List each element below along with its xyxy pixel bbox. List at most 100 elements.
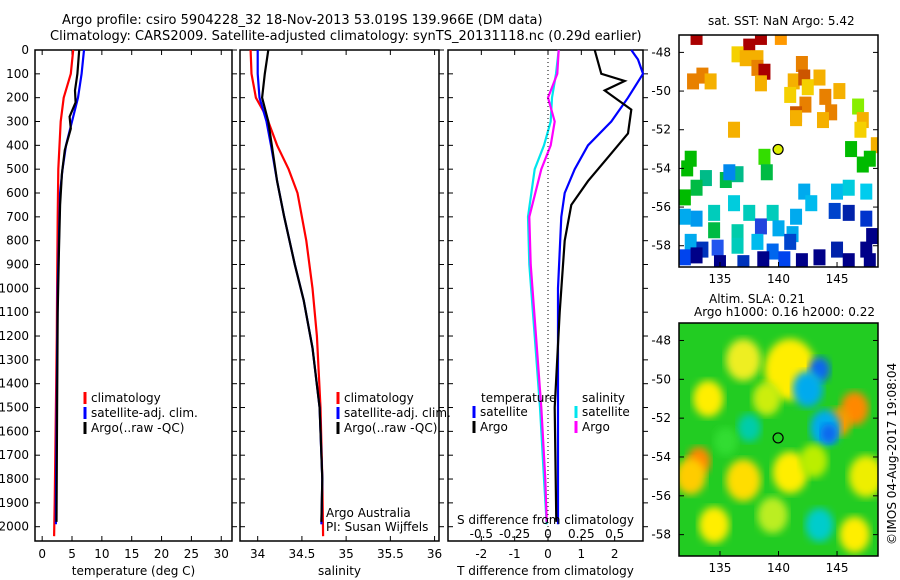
y-tick-label: -56	[651, 489, 671, 503]
sst-map	[678, 34, 879, 268]
sst-cell	[795, 56, 808, 72]
s-diff-tick-label: 0.25	[568, 527, 595, 541]
y-tick-label: 100	[6, 67, 29, 81]
y-tick-label: -52	[651, 411, 671, 425]
y-tick-label: -56	[651, 200, 671, 214]
sla-anomaly-blob	[820, 423, 838, 444]
sst-map-title: sat. SST: NaN Argo: 5.42	[708, 14, 855, 28]
sla-anomaly-blob	[792, 370, 823, 408]
y-tick-label: 200	[6, 91, 29, 105]
series-line-t-satellite	[556, 49, 645, 525]
x-tick-label: 34.5	[289, 547, 316, 561]
x-tick-label: 36	[427, 547, 442, 561]
sla-anomaly-blob	[693, 380, 724, 417]
sla-anomaly-blob	[752, 381, 781, 416]
x-tick-label: 30	[214, 547, 229, 561]
sst-cell	[679, 208, 691, 225]
sst-cell	[833, 83, 846, 100]
y-tick-label: 800	[6, 234, 29, 248]
y-tick-label: -52	[651, 123, 671, 137]
sst-cell	[801, 79, 814, 96]
sst-cell	[819, 88, 832, 105]
x-axis-label: T difference from climatology	[456, 564, 634, 578]
sst-cell	[699, 170, 712, 187]
sla-map-title-1: Altim. SLA: 0.21	[709, 292, 806, 306]
y-tick-label: -48	[651, 45, 671, 59]
x-tick-label: 2	[611, 547, 619, 561]
sst-cell	[790, 208, 803, 225]
legend-label: Argo(..raw -QC)	[344, 421, 437, 435]
sst-cell	[723, 164, 736, 181]
sst-cell	[684, 233, 697, 250]
sla-anomaly-blob	[848, 455, 878, 498]
y-tick-label: 500	[6, 162, 29, 176]
sst-cell	[766, 204, 779, 221]
legend-label: Argo(..raw -QC)	[91, 421, 184, 435]
x-tick-label: 0	[544, 547, 552, 561]
sst-cell	[754, 35, 767, 45]
argo-position-marker	[772, 143, 784, 156]
y-tick-label: 2000	[0, 520, 29, 534]
sst-cell	[739, 50, 752, 67]
sla-anomaly-blob	[772, 451, 808, 494]
sst-cell	[751, 233, 764, 250]
sst-cell	[687, 73, 700, 90]
x-axis-label: salinity	[318, 564, 361, 578]
sst-cell	[737, 255, 750, 267]
y-tick-label: -58	[651, 239, 671, 253]
x-tick-label: 10	[94, 547, 109, 561]
legend-label: satellite	[582, 405, 630, 419]
sst-map-field	[679, 35, 878, 267]
x-tick-label: 140	[767, 272, 790, 286]
y-tick-label: -58	[651, 528, 671, 542]
x-tick-label: 145	[826, 561, 849, 575]
title-line-2: Climatology: CARS2009. Satellite-adjuste…	[50, 29, 642, 44]
y-tick-label: 1000	[0, 281, 29, 295]
sst-cell	[774, 35, 787, 45]
sst-cell	[784, 86, 797, 103]
sst-cell	[743, 204, 756, 221]
legend-label: Argo	[582, 420, 610, 434]
sst-cell	[805, 195, 818, 212]
argo-position-marker	[772, 432, 784, 444]
legend-label: climatology	[344, 391, 414, 405]
sst-cell	[813, 69, 826, 86]
x-tick-label: 35	[338, 547, 353, 561]
sst-cell	[708, 222, 721, 239]
y-tick-label: -54	[651, 450, 671, 464]
sst-cell	[728, 121, 741, 138]
x-tick-label: 25	[184, 547, 199, 561]
series-line-argo-raw-qc-	[260, 49, 324, 522]
series-line-argo-raw-qc-	[55, 49, 81, 522]
sst-cell	[852, 98, 865, 115]
sst-cell	[713, 255, 726, 267]
sst-cell	[816, 112, 829, 129]
sst-cell	[766, 243, 779, 260]
sla-anomaly-blob	[839, 516, 870, 553]
x-tick-label: -1	[509, 547, 521, 561]
sla-anomaly-blob	[737, 413, 761, 442]
sst-cell	[863, 253, 876, 267]
sst-cell	[681, 160, 694, 177]
s-diff-tick-label: -0.5	[470, 527, 493, 541]
y-tick-label: 1600	[0, 424, 29, 438]
sst-cell	[690, 210, 703, 227]
legend-label: satellite	[480, 405, 528, 419]
sst-cell	[831, 241, 844, 258]
series-line-s-argo	[528, 49, 560, 522]
x-tick-label: 5	[68, 547, 76, 561]
temperature-plot-frame	[34, 49, 233, 542]
sst-cell	[679, 189, 691, 206]
sst-cell	[866, 228, 878, 245]
sst-cell	[731, 224, 744, 241]
sst-cell	[754, 218, 767, 235]
y-tick-label: -54	[651, 161, 671, 175]
sst-cell	[854, 121, 867, 138]
sst-cell	[754, 75, 767, 92]
legend-label: climatology	[91, 391, 161, 405]
y-tick-label: 1200	[0, 329, 29, 343]
y-tick-label: -48	[651, 333, 671, 347]
sst-cell	[831, 183, 844, 200]
sst-cell	[787, 73, 800, 90]
sla-anomaly-blob	[725, 459, 761, 502]
